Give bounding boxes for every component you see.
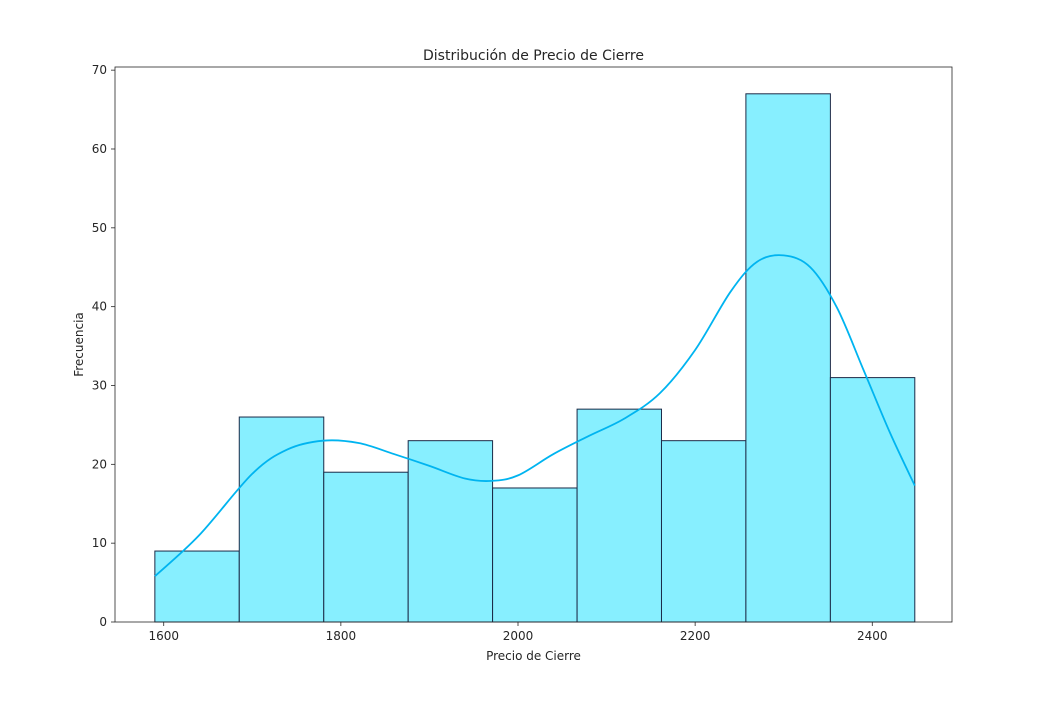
kde-group — [154, 254, 916, 577]
kde-line — [154, 254, 916, 577]
y-tick-label: 30 — [92, 378, 107, 392]
y-tick-label: 70 — [92, 63, 107, 77]
histogram-bar — [407, 440, 494, 623]
histogram-bar — [238, 416, 325, 623]
y-tick-label: 40 — [92, 300, 107, 314]
y-tick-label: 20 — [92, 457, 107, 471]
x-axis: 1600 1800 2000 2200 2400 — [148, 622, 888, 643]
x-tick-label: 2400 — [857, 629, 888, 643]
x-tick-label: 2200 — [680, 629, 711, 643]
y-tick-label: 60 — [92, 142, 107, 156]
y-tick-label: 0 — [99, 615, 107, 629]
bars-group — [154, 93, 916, 623]
x-tick-label: 2000 — [503, 629, 534, 643]
y-tick-label: 10 — [92, 536, 107, 550]
histogram-bar — [745, 93, 831, 623]
histogram-bar — [660, 440, 747, 623]
chart-title: Distribución de Precio de Cierre — [423, 48, 644, 64]
x-axis-title: Precio de Cierre — [486, 649, 581, 663]
histogram-bar — [492, 487, 578, 623]
x-tick-label: 1600 — [148, 629, 179, 643]
histogram-bar — [154, 550, 240, 623]
y-tick-label: 50 — [92, 221, 107, 235]
y-axis: 0 10 20 30 40 50 60 70 — [92, 63, 115, 629]
y-axis-title: Frecuencia — [72, 312, 86, 377]
histogram-bar — [576, 408, 662, 623]
histogram-bar — [323, 471, 409, 623]
plot-frame — [114, 66, 953, 623]
x-tick-label: 1800 — [326, 629, 357, 643]
histogram-bar — [829, 377, 916, 623]
